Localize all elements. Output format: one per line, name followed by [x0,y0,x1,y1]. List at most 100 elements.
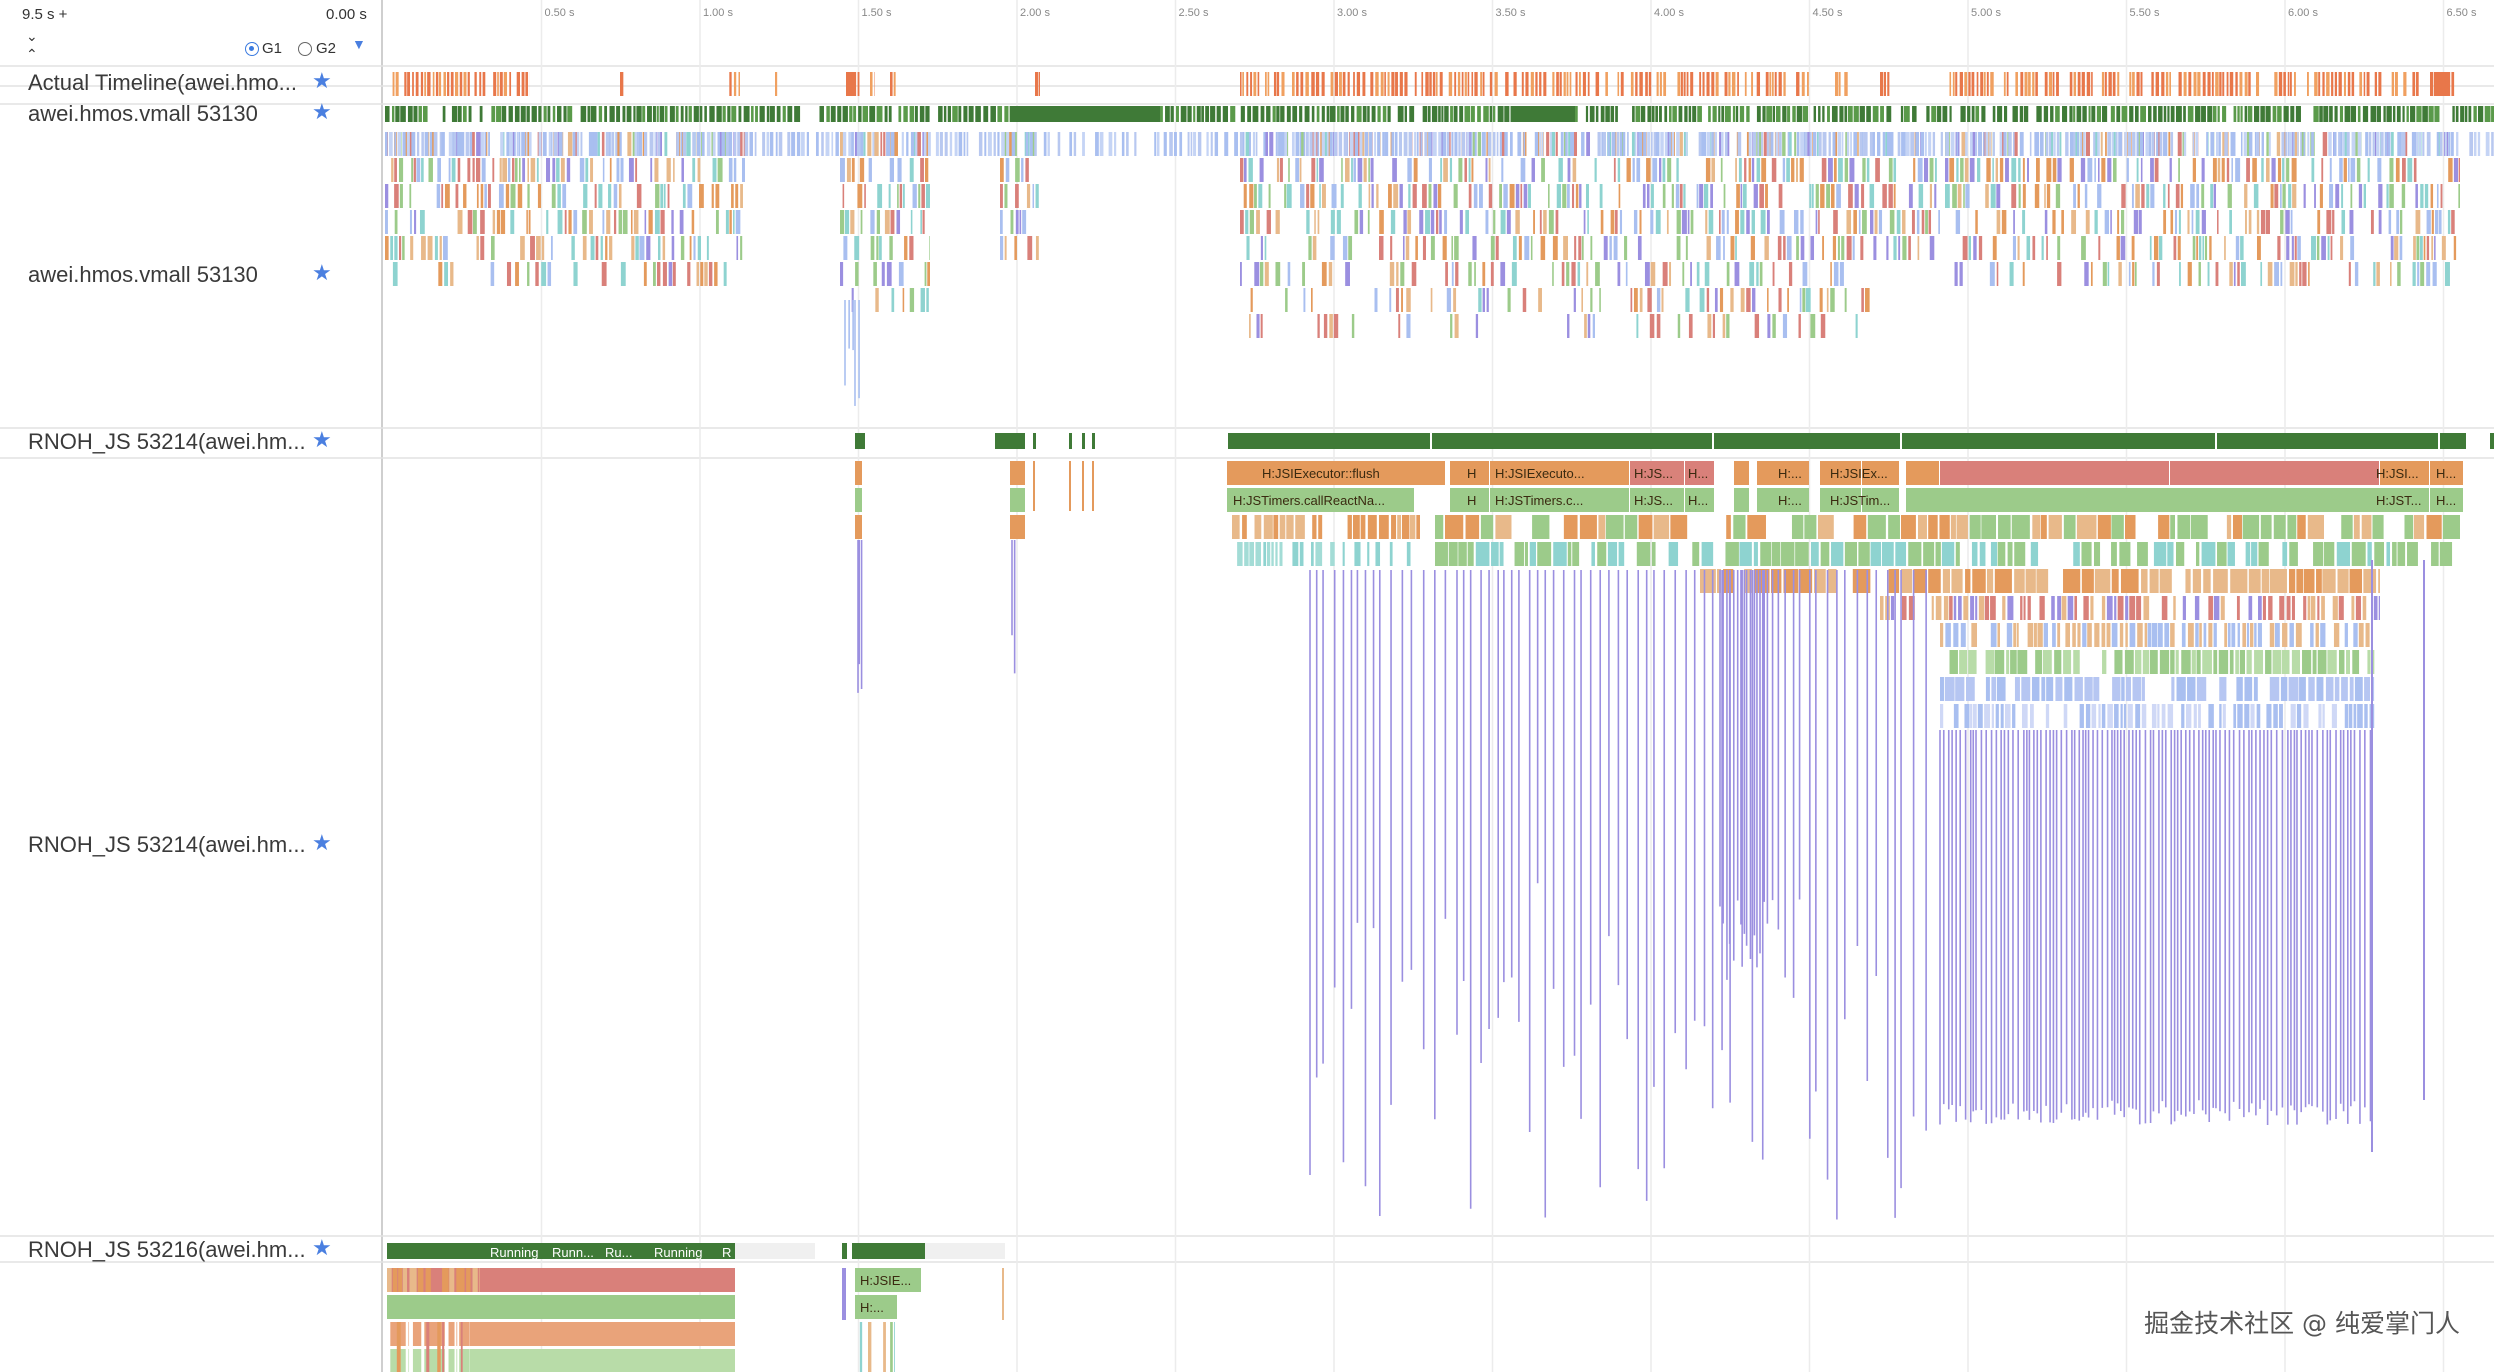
slice [2438,210,2442,234]
slice [487,184,491,208]
slice [2422,132,2425,156]
star-icon[interactable]: ★ [312,1235,332,1260]
slice [2436,132,2439,156]
slice [1685,461,1714,485]
slice [2100,132,2103,156]
slice [1537,542,1552,566]
slice [557,184,561,208]
slice [904,236,908,260]
slice [2401,184,2406,208]
slice [1913,158,1916,182]
slice [2367,650,2371,674]
star-icon[interactable]: ★ [312,427,332,452]
slice [2106,596,2113,620]
track-label-actual-timeline[interactable]: Actual Timeline(awei.hmo... [28,70,297,95]
slice [1726,262,1730,286]
frame-bar [1471,72,1474,96]
slice [1584,314,1587,338]
slice [842,132,847,156]
slice [1248,158,1253,182]
slice [1668,542,1679,566]
slice [1965,677,1975,701]
slice [1403,132,1408,156]
frame-bar [454,72,459,96]
slice [2396,210,2400,234]
slice [1638,515,1653,539]
caret-down-icon[interactable]: ▼ [352,36,366,52]
time-ruler[interactable]: 0.50 s 1.00 s 1.50 s 2.00 s 2.50 s 3.00 s 3.50… [545,7,2477,19]
chevron-down-icon[interactable]: ⌄ [26,28,38,44]
state-bar [2102,106,2108,122]
slice [2170,515,2176,539]
slice [480,210,485,234]
frame-bar [1605,72,1608,96]
track-label-vmall-state[interactable]: awei.hmos.vmall 53130 [28,101,258,126]
slice [469,132,473,156]
slice [2303,184,2306,208]
frame-bar [1699,72,1702,96]
track-label-rnoh-js-state[interactable]: RNOH_JS 53214(awei.hm... [28,429,306,454]
frame-bar [2239,72,2243,96]
slice [2373,596,2378,620]
slice [1971,132,1976,156]
slice [2274,623,2280,647]
slice [1541,132,1544,156]
slice [628,158,634,182]
frame-bar [1267,72,1270,96]
state-bar [2134,106,2139,122]
slice [1994,650,2005,674]
slice [2136,158,2139,182]
star-icon[interactable]: ★ [312,260,332,285]
slice [2125,596,2129,620]
group-g2-radio[interactable] [298,42,312,56]
slice [2432,262,2437,286]
slice [1540,236,1546,260]
star-icon[interactable]: ★ [312,68,332,93]
slice [1998,515,2011,539]
slice [1706,288,1710,312]
slice [1485,158,1488,182]
slice [2094,132,2100,156]
track-label-vmall-slices[interactable]: awei.hmos.vmall 53130 [28,262,258,287]
slice [1331,184,1337,208]
frame-bar [2132,72,2135,96]
slice [2117,210,2120,234]
frame-bar [2229,72,2234,96]
slice [481,158,486,182]
slice [2266,158,2270,182]
slice [2022,184,2026,208]
slice [875,288,879,312]
track-label-rnoh-js2-state[interactable]: RNOH_JS 53216(awei.hm... [28,1237,306,1262]
slice [399,184,403,208]
slice [1458,158,1463,182]
state-bar [743,106,750,122]
slice [855,1268,921,1292]
slice [449,1268,455,1292]
slice [588,132,593,156]
track-label-rnoh-js-slices[interactable]: RNOH_JS 53214(awei.hm... [28,832,306,857]
range-label[interactable]: 9.5 s + [22,6,68,23]
slice [1992,132,1995,156]
slice [902,288,905,312]
state-bar [1721,106,1725,122]
frame-bar [474,72,477,96]
slice [390,236,394,260]
state-bar [2217,106,2220,122]
slice [1022,210,1027,234]
slice [1303,288,1306,312]
slice [1971,623,1978,647]
slice [687,184,693,208]
slice [457,132,461,156]
chevron-up-icon[interactable]: ⌃ [26,46,38,62]
slice [1696,184,1699,208]
slice [2444,262,2450,286]
slice [2137,623,2143,647]
slice [1798,569,1813,593]
slice [416,158,421,182]
star-icon[interactable]: ★ [312,99,332,124]
frame-bar [1807,72,1809,96]
state-gap [1430,433,1432,449]
group-g1-radio[interactable] [245,42,259,56]
star-icon[interactable]: ★ [312,830,332,855]
